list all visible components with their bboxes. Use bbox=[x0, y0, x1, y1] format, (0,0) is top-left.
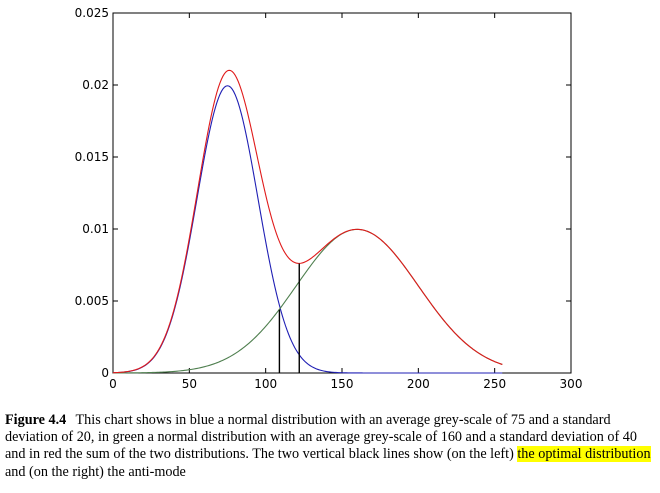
x-tick-label: 250 bbox=[483, 377, 506, 391]
series-line-0 bbox=[112, 85, 503, 374]
x-tick-label: 0 bbox=[109, 377, 117, 391]
x-tick-label: 300 bbox=[560, 377, 583, 391]
y-tick-label: 0.01 bbox=[82, 222, 109, 236]
figure-caption: Figure 4.4 This chart shows in blue a no… bbox=[5, 412, 655, 481]
y-tick-label: 0 bbox=[101, 366, 109, 380]
x-tick-label: 50 bbox=[182, 377, 197, 391]
x-tick-label: 100 bbox=[254, 377, 277, 391]
x-axis-ticks: 0 50 100 150 200 250 300 bbox=[109, 13, 582, 391]
y-tick-label: 0.02 bbox=[82, 78, 109, 92]
y-axis-ticks: 0 0.005 0.01 0.015 0.02 0.025 bbox=[75, 6, 571, 380]
y-tick-label: 0.005 bbox=[75, 294, 109, 308]
series-line-2 bbox=[112, 69, 503, 374]
caption-label: Figure 4.4 bbox=[5, 412, 67, 428]
plot-area bbox=[112, 12, 572, 374]
caption-text: This chart shows in blue a normal distri… bbox=[5, 412, 637, 463]
series-line-1 bbox=[113, 228, 503, 374]
caption-text-end: and (on the right) the anti-mode bbox=[5, 463, 186, 480]
y-tick-label: 0.015 bbox=[75, 150, 109, 164]
chart: 0 50 100 150 200 250 300 0 0.005 0.01 0.015 0.02 0.… bbox=[75, 6, 583, 391]
curves bbox=[112, 69, 503, 374]
x-tick-label: 200 bbox=[407, 377, 430, 391]
y-tick-label: 0.025 bbox=[75, 6, 109, 20]
caption-highlight: the optimal distribution bbox=[517, 446, 651, 463]
vertical-lines bbox=[278, 263, 300, 373]
x-tick-label: 150 bbox=[331, 377, 354, 391]
